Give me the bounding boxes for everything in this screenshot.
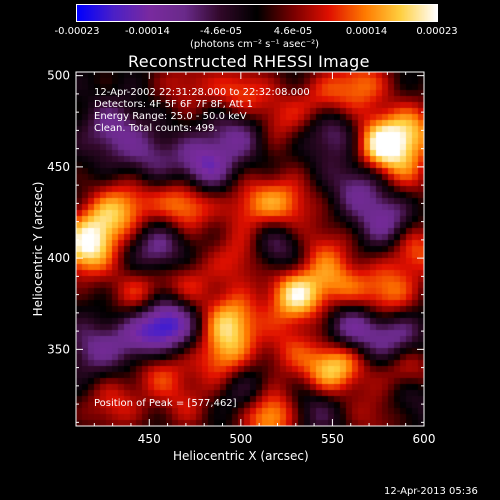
peak-position-label: Position of Peak = [577,462] [94, 398, 237, 409]
plot-frame [75, 71, 425, 427]
y-tick-label: 350 [47, 342, 70, 356]
annotation-detectors: Detectors: 4F 5F 6F 7F 8F, Att 1 [94, 99, 254, 110]
colorbar-tick-label: -0.00023 [54, 26, 100, 37]
peak-marker [379, 142, 384, 147]
y-tick-label: 450 [47, 160, 70, 174]
y-tick-label: 400 [47, 251, 70, 265]
colorbar-tick-label: 0.00023 [416, 26, 458, 37]
colorbar-tick-label: 4.6e-05 [273, 26, 313, 37]
annotation-counts: Clean. Total counts: 499. [94, 123, 218, 134]
annotation-energy: Energy Range: 25.0 - 50.0 keV [94, 111, 247, 122]
x-tick-label: 600 [413, 432, 436, 446]
annotation-time: 12-Apr-2002 22:31:28.000 to 22:32:08.000 [94, 87, 310, 98]
colorbar-tick-label: 0.00014 [345, 26, 388, 37]
chart-title: Reconstructed RHESSI Image [128, 52, 370, 71]
colorbar-tick-label: -4.6e-05 [200, 26, 242, 37]
footer-timestamp: 12-Apr-2013 05:36 [384, 486, 478, 497]
x-tick-label: 550 [321, 432, 344, 446]
heatmap-image-holder [76, 72, 424, 426]
y-tick-label: 500 [47, 69, 70, 83]
x-tick-label: 500 [229, 432, 252, 446]
y-axis-label: Heliocentric Y (arcsec) [31, 181, 45, 317]
colorbar-units: (photons cm⁻² s⁻¹ asec⁻²) [190, 39, 320, 50]
colorbar-tick-label: -0.00014 [124, 26, 170, 37]
colorbar [76, 4, 438, 22]
x-axis-label: Heliocentric X (arcsec) [173, 449, 309, 463]
x-tick-label: 450 [138, 432, 161, 446]
